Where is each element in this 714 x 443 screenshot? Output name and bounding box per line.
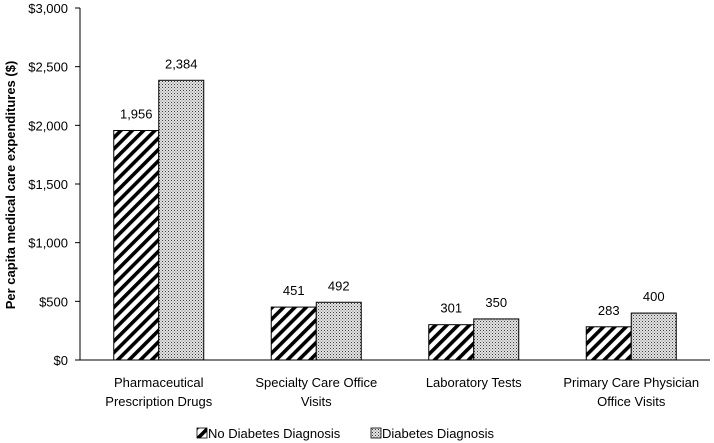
y-tick-label: $1,500	[28, 177, 68, 192]
y-tick-label: $2,000	[28, 118, 68, 133]
bar-value-label: 2,384	[165, 56, 198, 71]
legend-label-diabetes: Diabetes Diagnosis	[382, 426, 495, 441]
bar-value-label: 451	[283, 283, 305, 298]
x-category-label: Office Visits	[597, 394, 666, 409]
x-category-label: Visits	[301, 394, 332, 409]
legend-swatch-no-diabetes	[196, 427, 208, 439]
x-category-label: Prescription Drugs	[105, 394, 212, 409]
bar-diabetes	[315, 301, 362, 361]
bar-no-diabetes	[585, 326, 632, 361]
bar-diabetes	[473, 318, 520, 361]
x-category-label: Pharmaceutical	[114, 375, 204, 390]
y-tick-label: $2,500	[28, 60, 68, 75]
bar-value-label: 301	[440, 301, 462, 316]
y-axis-ticks: $0 $500 $1,000 $1,500 $2,000 $2,500 $3,000	[28, 1, 80, 368]
bar-no-diabetes	[270, 306, 317, 361]
x-axis-category-labels: Pharmaceutical Prescription Drugs Specialt…	[105, 375, 699, 409]
x-category-label: Laboratory Tests	[426, 375, 522, 390]
x-category-label: Primary Care Physician	[563, 375, 699, 390]
y-tick-label: $3,000	[28, 1, 68, 16]
y-axis-title: Per capita medical care expenditures ($)	[3, 61, 18, 310]
y-tick-label: $0	[54, 353, 68, 368]
legend: No Diabetes Diagnosis Diabetes Diagnosis	[196, 426, 495, 441]
x-category-label: Specialty Care Office	[255, 375, 377, 390]
bar-diabetes	[158, 79, 205, 361]
bar-value-label: 1,956	[120, 106, 153, 121]
legend-swatch-diabetes	[370, 427, 382, 439]
bar-value-label: 492	[328, 278, 350, 293]
y-tick-label: $1,000	[28, 236, 68, 251]
bar-no-diabetes	[428, 324, 475, 361]
bar-value-labels: 1,956 451 301 283 2,384 492 350 400	[120, 56, 665, 318]
bar-no-diabetes	[113, 129, 160, 361]
y-tick-label: $500	[39, 294, 68, 309]
bars	[113, 79, 677, 361]
bar-value-label: 400	[643, 289, 665, 304]
bar-value-label: 283	[598, 303, 620, 318]
legend-label-no-diabetes: No Diabetes Diagnosis	[208, 426, 341, 441]
bar-value-label: 350	[485, 295, 507, 310]
bar-diabetes	[630, 312, 677, 361]
